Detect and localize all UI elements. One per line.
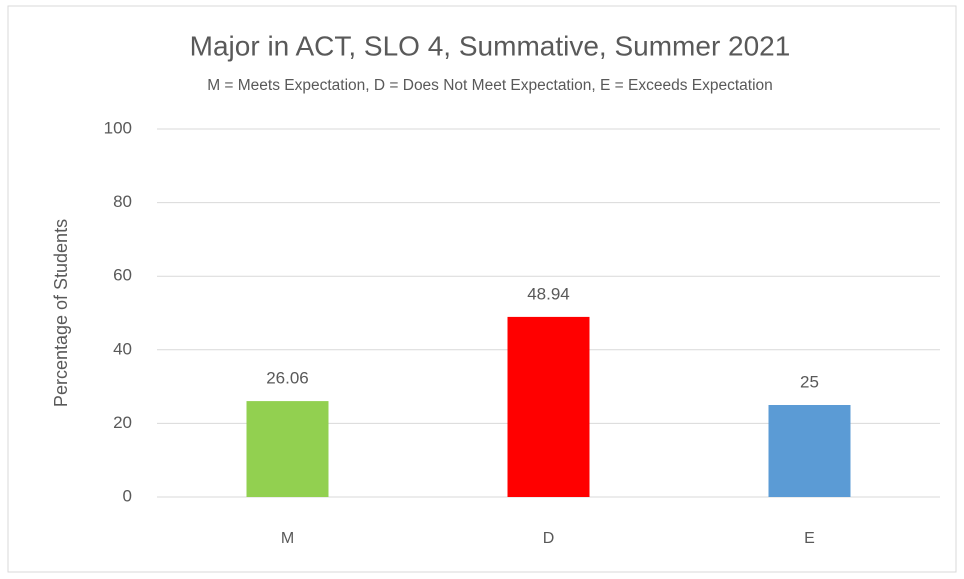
y-tick-label: 20 <box>113 413 132 432</box>
y-axis-label: Percentage of Students <box>51 219 71 407</box>
bar <box>768 405 851 497</box>
y-tick-label: 100 <box>104 118 132 137</box>
x-tick-label: D <box>543 530 555 547</box>
data-label: 48.94 <box>527 284 570 303</box>
y-tick-label: 60 <box>113 266 132 285</box>
bar <box>246 401 329 497</box>
chart-subtitle: M = Meets Expectation, D = Does Not Meet… <box>207 77 773 94</box>
y-tick-label: 40 <box>113 339 132 358</box>
chart-title: Major in ACT, SLO 4, Summative, Summer 2… <box>190 30 791 61</box>
x-tick-label: M <box>281 530 294 547</box>
x-tick-label: E <box>804 530 815 547</box>
data-label: 25 <box>800 372 819 391</box>
data-label: 26.06 <box>266 369 309 388</box>
bar <box>507 316 590 497</box>
y-tick-label: 80 <box>113 192 132 211</box>
y-tick-label: 0 <box>123 486 132 505</box>
